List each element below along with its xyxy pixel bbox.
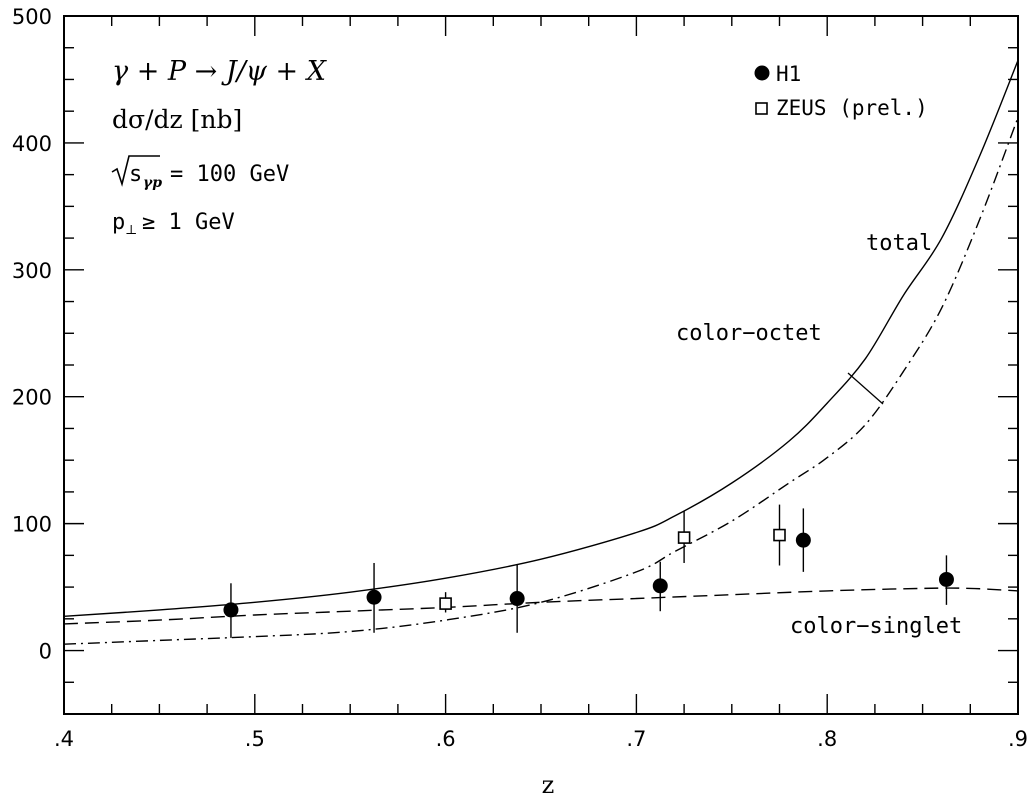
legend: H1 ZEUS (prel.) (754, 62, 928, 120)
sqrt-sign (111, 155, 160, 187)
curve-total (63, 60, 1019, 617)
h1-point (652, 578, 668, 594)
y-tick-label: 100 (12, 513, 52, 537)
curve-octet (63, 117, 1019, 645)
octet-pointer-line (847, 372, 884, 405)
energy-subscript: γp (143, 175, 162, 191)
process-label: γ + P → J/ψ + X (112, 56, 328, 87)
x-tick-label: .5 (245, 727, 265, 751)
axis-tick-labels: .4 .5 .6 .7 .8 .9 0 100 200 300 400 500 (12, 5, 1028, 751)
annotation-block: γ + P → J/ψ + X dσ/dz [nb] s γp = 100 Ge… (111, 56, 328, 238)
h1-point (795, 532, 811, 548)
energy-label: s γp = 100 GeV (111, 155, 289, 191)
pt-cut-label: p ⊥ ≥ 1 GeV (112, 210, 235, 238)
x-tick-label: .6 (436, 727, 456, 751)
energy-s: s (129, 162, 142, 187)
y-tick-label: 300 (12, 259, 52, 283)
h1-point (938, 571, 954, 587)
x-axis-label: z (542, 771, 555, 797)
y-tick-label: 0 (39, 640, 52, 664)
x-tick-label: .4 (54, 727, 74, 751)
x-tick-label: .7 (626, 727, 646, 751)
h1-point (509, 591, 525, 607)
h1-point (223, 602, 239, 618)
legend-h1-marker (754, 65, 770, 81)
h1-point (366, 589, 382, 605)
pt-p: p (112, 210, 125, 235)
curve-singlet (63, 587, 1019, 625)
label-total: total (866, 231, 932, 256)
curves (63, 60, 1019, 645)
pt-subscript: ⊥ (125, 223, 137, 238)
label-color-singlet: color−singlet (790, 614, 962, 639)
data-points (223, 504, 954, 638)
pt-value: ≥ 1 GeV (142, 210, 235, 235)
energy-value: = 100 GeV (170, 162, 289, 187)
x-tick-label: .8 (817, 727, 837, 751)
legend-zeus-label: ZEUS (prel.) (776, 96, 928, 120)
y-tick-label: 500 (12, 5, 52, 29)
legend-zeus-marker (755, 102, 768, 115)
legend-h1-label: H1 (776, 62, 801, 86)
zeus-point (773, 528, 786, 542)
label-color-octet: color−octet (676, 321, 822, 346)
zeus-point (439, 597, 452, 610)
zeus-point (677, 531, 691, 544)
y-tick-label: 200 (12, 386, 52, 410)
observable-label: dσ/dz [nb] (112, 105, 242, 134)
x-tick-label: .9 (1008, 727, 1028, 751)
axis-ticks (63, 15, 1019, 715)
y-tick-label: 400 (12, 132, 52, 156)
